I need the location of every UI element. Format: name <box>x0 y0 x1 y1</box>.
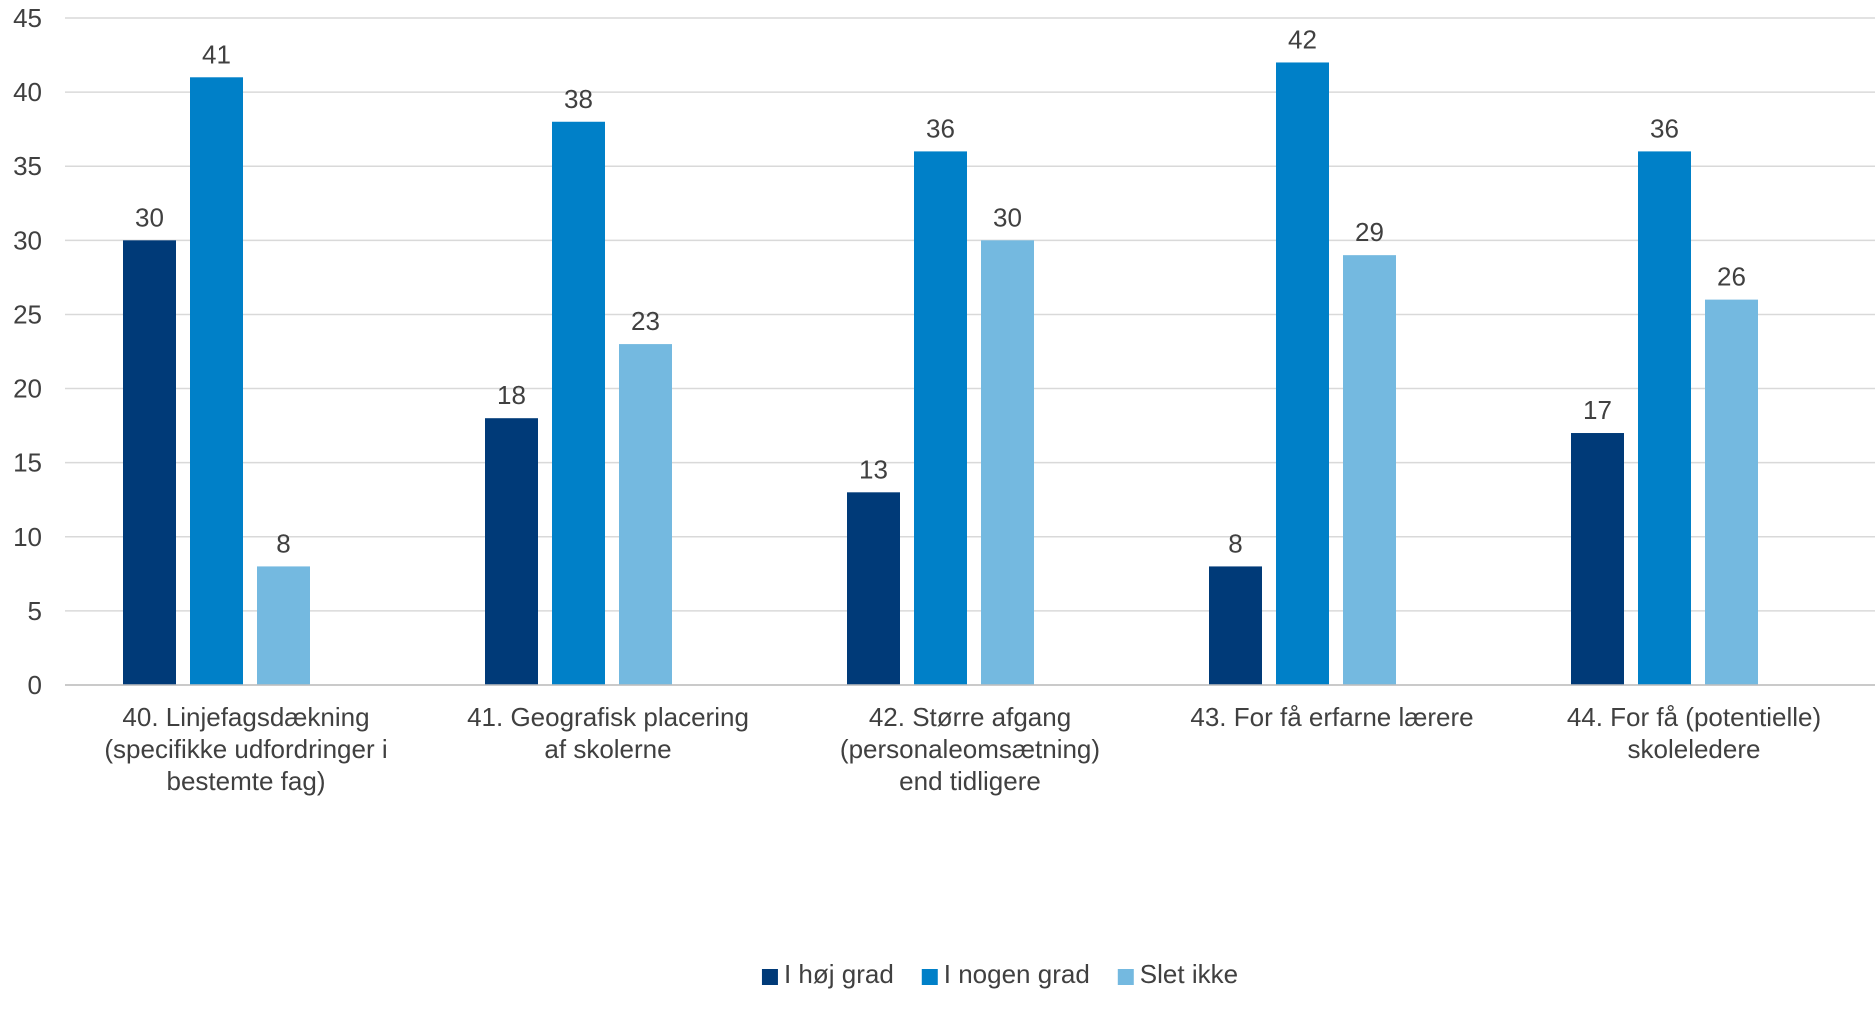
data-label: 18 <box>497 380 526 410</box>
x-category-label: 42. Større afgang (personaleomsætning) end… <box>840 702 1100 796</box>
bars <box>123 62 1758 686</box>
y-tick-label: 40 <box>13 77 42 107</box>
y-tick-label: 15 <box>13 448 42 478</box>
bar-2-4 <box>1276 62 1329 685</box>
x-category-label-line: 44. For få (potentielle) <box>1567 702 1821 732</box>
data-label: 30 <box>135 202 164 232</box>
x-category-label-line: 41. Geografisk placering <box>467 702 749 732</box>
data-label: 13 <box>859 454 888 484</box>
y-tick-label: 0 <box>28 670 42 700</box>
data-label: 30 <box>993 202 1022 232</box>
data-labels: 30 18 13 8 17 41 38 36 42 36 8 23 30 29 26 <box>135 24 1746 558</box>
y-tick-label: 20 <box>13 374 42 404</box>
legend-label: I høj grad <box>784 959 894 989</box>
x-category-label: 40. Linjefagsdækning (specifikke udfordri… <box>104 702 387 796</box>
bar-3-3 <box>981 240 1034 686</box>
bar-2-2 <box>552 121 605 685</box>
legend-item: I nogen grad <box>921 959 1090 989</box>
y-tick-label: 25 <box>13 299 42 329</box>
data-label: 36 <box>926 113 955 143</box>
data-label: 38 <box>564 84 593 114</box>
bar-3-4 <box>1343 255 1396 685</box>
legend-item: Slet ikke <box>1117 959 1238 989</box>
y-axis-tick-labels: 0 5 10 15 20 25 30 35 40 45 <box>13 3 42 700</box>
x-category-label-line: (personaleomsætning) <box>840 734 1100 764</box>
data-label: 42 <box>1288 24 1317 54</box>
legend-swatch <box>921 969 938 985</box>
x-category-label: 41. Geografisk placering af skolerne <box>467 702 749 764</box>
x-axis: 40. Linjefagsdækning (specifikke udfordri… <box>65 684 1875 796</box>
x-category-label-line: 42. Større afgang <box>869 702 1071 732</box>
legend-swatch <box>1117 969 1134 985</box>
x-category-label-line: af skolerne <box>544 734 671 764</box>
x-category-label-line: (specifikke udfordringer i <box>104 734 387 764</box>
bar-1-5 <box>1571 433 1624 685</box>
data-label: 8 <box>1228 528 1242 558</box>
x-category-label: 43. For få erfarne lærere <box>1190 702 1473 732</box>
data-label: 41 <box>202 39 231 69</box>
data-label: 29 <box>1355 217 1384 247</box>
data-label: 17 <box>1583 395 1612 425</box>
bar-3-5 <box>1705 299 1758 685</box>
bar-3-1 <box>257 566 310 685</box>
bar-1-3 <box>847 492 900 685</box>
bar-2-3 <box>914 151 967 685</box>
y-tick-label: 35 <box>13 151 42 181</box>
legend-label: I nogen grad <box>944 959 1090 989</box>
gridlines <box>65 17 1875 686</box>
legend: I høj grad I nogen grad Slet ikke <box>761 959 1238 989</box>
bar-3-2 <box>619 344 672 685</box>
y-tick-label: 30 <box>13 225 42 255</box>
bar-1-1 <box>123 240 176 686</box>
x-category-label-line: 43. For få erfarne lærere <box>1190 702 1473 732</box>
legend-swatch <box>761 969 778 985</box>
x-category-label-line: end tidligere <box>899 766 1041 796</box>
data-label: 36 <box>1650 113 1679 143</box>
data-label: 26 <box>1717 262 1746 292</box>
legend-label: Slet ikke <box>1140 959 1238 989</box>
x-category-label: 44. For få (potentielle) skoleledere <box>1567 702 1821 764</box>
legend-item: I høj grad <box>761 959 894 989</box>
y-tick-label: 45 <box>13 3 42 33</box>
x-category-label-line: skoleledere <box>1628 734 1761 764</box>
data-label: 8 <box>276 528 290 558</box>
x-category-label-line: 40. Linjefagsdækning <box>122 702 369 732</box>
bar-1-4 <box>1209 566 1262 685</box>
data-label: 23 <box>631 306 660 336</box>
bar-2-5 <box>1638 151 1691 685</box>
bar-2-1 <box>190 77 243 686</box>
y-tick-label: 5 <box>28 596 42 626</box>
y-tick-label: 10 <box>13 522 42 552</box>
x-category-label-line: bestemte fag) <box>167 766 326 796</box>
bar-1-2 <box>485 418 538 685</box>
